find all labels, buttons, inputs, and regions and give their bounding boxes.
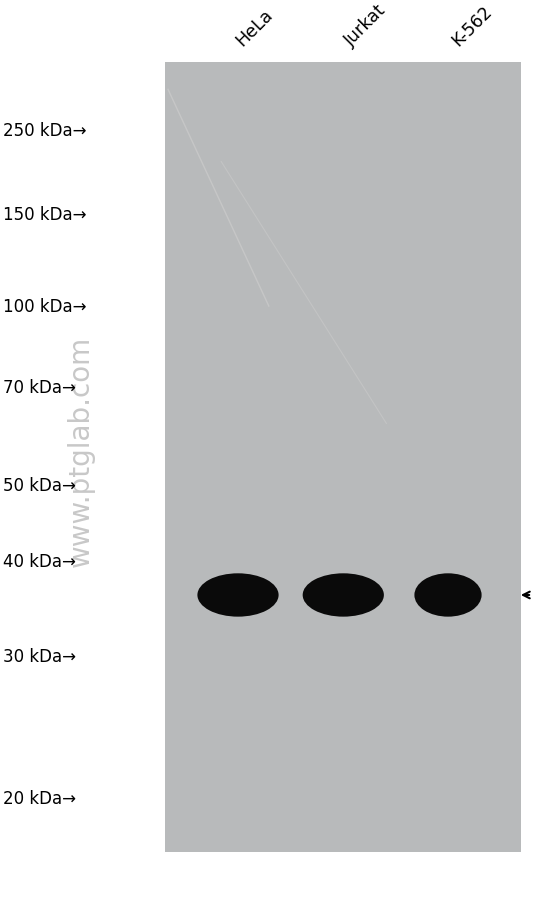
Text: HeLa: HeLa [232, 5, 277, 50]
Text: www.ptglab.com: www.ptglab.com [67, 336, 95, 566]
Text: 20 kDa→: 20 kDa→ [3, 789, 76, 807]
Text: 50 kDa→: 50 kDa→ [3, 476, 76, 494]
Text: 30 kDa→: 30 kDa→ [3, 648, 76, 666]
Text: K-562: K-562 [448, 3, 496, 50]
Bar [165, 63, 521, 852]
Text: 100 kDa→: 100 kDa→ [3, 298, 86, 316]
Ellipse shape [197, 574, 279, 617]
Text: 250 kDa→: 250 kDa→ [3, 122, 86, 140]
Ellipse shape [414, 574, 482, 617]
Text: 70 kDa→: 70 kDa→ [3, 379, 76, 397]
Text: 150 kDa→: 150 kDa→ [3, 206, 86, 224]
Text: Jurkat: Jurkat [342, 1, 390, 50]
Ellipse shape [302, 574, 384, 617]
Text: 40 kDa→: 40 kDa→ [3, 552, 76, 570]
